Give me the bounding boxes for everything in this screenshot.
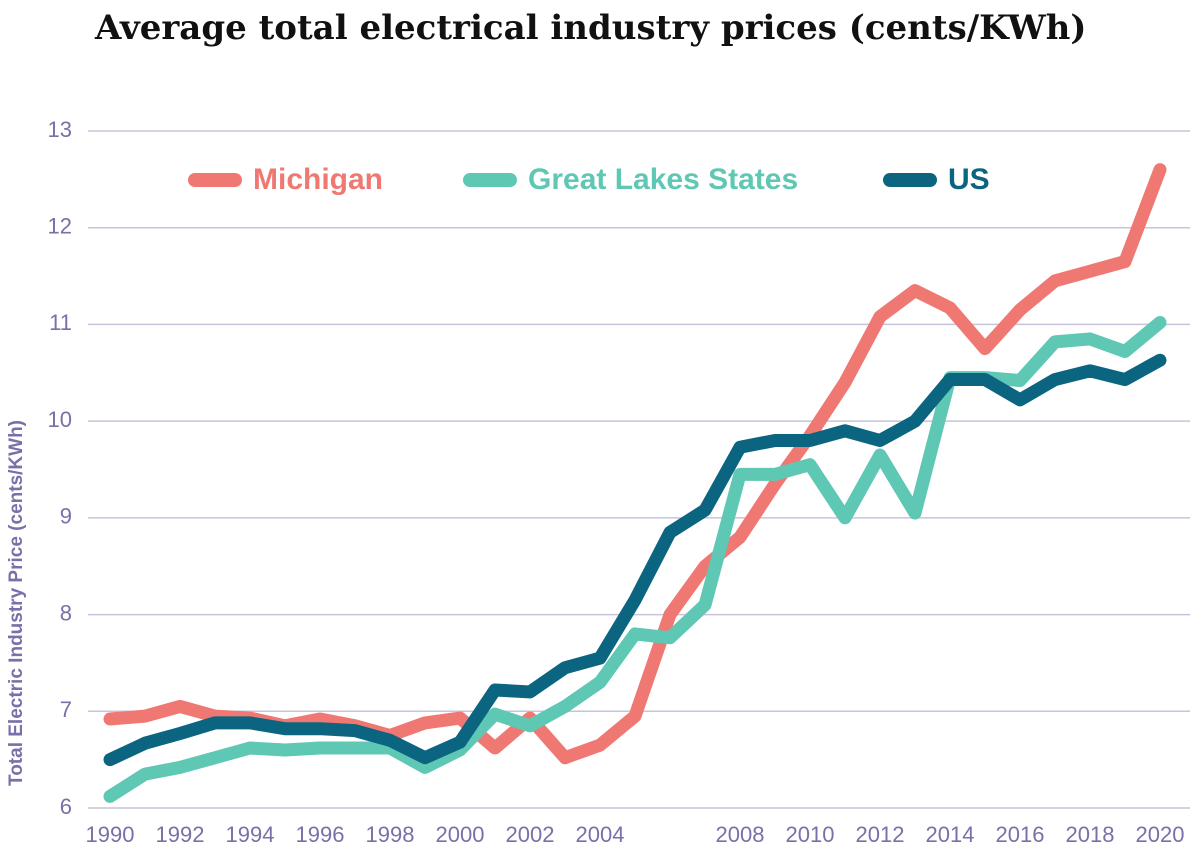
chart-title: Average total electrical industry prices…: [94, 8, 1086, 48]
x-tick-label: 1992: [156, 822, 205, 847]
legend-label: US: [948, 163, 990, 196]
x-tick-label: 2014: [926, 822, 975, 847]
legend-label: Great Lakes States: [528, 163, 798, 196]
x-tick-label: 2002: [506, 822, 555, 847]
series-line: [103, 353, 1167, 767]
y-tick-label: 6: [60, 794, 72, 819]
y-tick-label: 9: [60, 504, 72, 529]
x-tick-label: 2000: [436, 822, 485, 847]
series-line: [103, 163, 1167, 765]
x-tick-label: 2004: [576, 822, 625, 847]
y-tick-label: 13: [48, 117, 72, 142]
y-tick-label: 8: [60, 600, 72, 625]
x-tick-label: 2016: [996, 822, 1045, 847]
y-tick-label: 12: [48, 214, 72, 239]
legend-label: Michigan: [253, 163, 383, 196]
x-tick-label: 1996: [296, 822, 345, 847]
y-tick-label: 11: [49, 310, 72, 335]
x-tick-label: 2010: [786, 822, 835, 847]
x-tick-label: 2012: [856, 822, 905, 847]
x-tick-label: 2018: [1066, 822, 1115, 847]
y-tick-label: 7: [60, 697, 72, 722]
x-tick-label: 1990: [86, 822, 135, 847]
x-tick-label: 2020: [1136, 822, 1185, 847]
y-axis-label: Total Electric Industry Price (cents/KWh…: [6, 420, 27, 786]
x-tick-label: 2008: [716, 822, 765, 847]
x-tick-label: 1998: [366, 822, 415, 847]
y-tick-label: 10: [48, 407, 72, 432]
x-tick-label: 1994: [226, 822, 275, 847]
